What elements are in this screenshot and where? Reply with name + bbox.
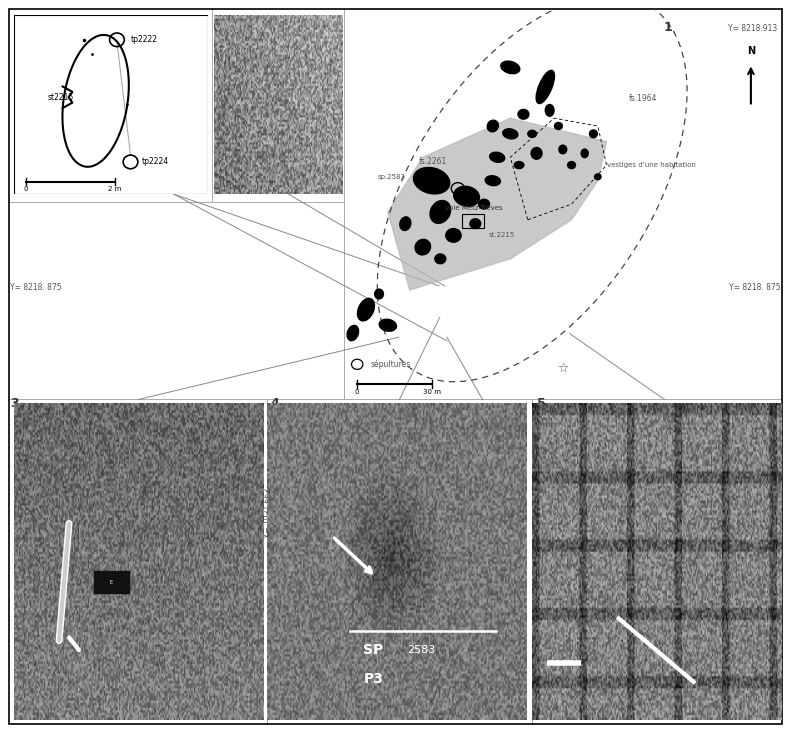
Text: Y= 8218.913: Y= 8218.913 bbox=[728, 24, 777, 33]
Bar bbox=[94, 571, 129, 593]
Ellipse shape bbox=[528, 130, 536, 137]
Text: sp.2583: sp.2583 bbox=[377, 174, 405, 180]
Text: st2215: st2215 bbox=[47, 93, 74, 102]
Ellipse shape bbox=[435, 254, 446, 264]
Text: N: N bbox=[747, 45, 755, 56]
Bar bbox=[462, 214, 484, 227]
Text: 0: 0 bbox=[24, 185, 28, 191]
Ellipse shape bbox=[536, 70, 554, 103]
Ellipse shape bbox=[518, 109, 529, 119]
Ellipse shape bbox=[514, 161, 524, 169]
Text: X= 1931.738: X= 1931.738 bbox=[615, 488, 625, 538]
Text: voie Metz-Trèves: voie Metz-Trèves bbox=[445, 205, 502, 211]
Text: 2: 2 bbox=[318, 21, 327, 34]
Text: SP: SP bbox=[363, 643, 384, 658]
Text: Y= 8218. 875: Y= 8218. 875 bbox=[10, 283, 62, 292]
Text: 0: 0 bbox=[355, 388, 359, 394]
Ellipse shape bbox=[595, 174, 601, 180]
Ellipse shape bbox=[446, 229, 461, 242]
Ellipse shape bbox=[414, 167, 450, 194]
Text: 2 m: 2 m bbox=[108, 185, 122, 191]
Ellipse shape bbox=[347, 325, 358, 341]
Ellipse shape bbox=[470, 218, 481, 229]
Text: 2583: 2583 bbox=[407, 645, 436, 655]
Text: st.2215: st.2215 bbox=[488, 232, 515, 238]
Text: fs.1964: fs.1964 bbox=[628, 94, 657, 103]
Ellipse shape bbox=[479, 199, 490, 209]
Ellipse shape bbox=[490, 152, 505, 162]
Ellipse shape bbox=[531, 147, 542, 159]
Ellipse shape bbox=[589, 130, 597, 138]
Ellipse shape bbox=[487, 120, 498, 132]
Text: sépultures: sépultures bbox=[370, 360, 411, 369]
Text: tp2222: tp2222 bbox=[131, 35, 157, 44]
Text: P3: P3 bbox=[363, 671, 383, 685]
Ellipse shape bbox=[503, 129, 518, 139]
Ellipse shape bbox=[415, 240, 430, 255]
Ellipse shape bbox=[501, 61, 520, 74]
Text: tp2224: tp2224 bbox=[142, 158, 169, 166]
Ellipse shape bbox=[568, 161, 576, 169]
Ellipse shape bbox=[379, 320, 396, 331]
Ellipse shape bbox=[545, 105, 554, 117]
Ellipse shape bbox=[581, 149, 589, 158]
Text: fs.2261: fs.2261 bbox=[418, 157, 447, 166]
Polygon shape bbox=[388, 118, 607, 290]
Ellipse shape bbox=[430, 201, 451, 224]
Ellipse shape bbox=[454, 186, 479, 207]
Text: 3: 3 bbox=[10, 397, 18, 410]
Text: X= 1931.663: X= 1931.663 bbox=[264, 488, 274, 538]
Ellipse shape bbox=[375, 289, 384, 299]
Text: Y= 8218. 875: Y= 8218. 875 bbox=[729, 283, 781, 292]
Ellipse shape bbox=[554, 122, 562, 130]
Text: ☆: ☆ bbox=[557, 361, 569, 375]
Text: X= 1931.700: X= 1931.700 bbox=[440, 488, 449, 538]
Ellipse shape bbox=[399, 217, 411, 230]
Text: vestiges d’une habitation: vestiges d’une habitation bbox=[607, 162, 695, 168]
Ellipse shape bbox=[358, 298, 374, 321]
Text: 1: 1 bbox=[664, 21, 673, 34]
Ellipse shape bbox=[559, 145, 566, 154]
Text: 30 m: 30 m bbox=[422, 388, 441, 394]
Ellipse shape bbox=[485, 176, 501, 185]
Text: 4: 4 bbox=[271, 397, 280, 410]
Text: E: E bbox=[110, 580, 113, 584]
Text: 5: 5 bbox=[537, 397, 547, 410]
